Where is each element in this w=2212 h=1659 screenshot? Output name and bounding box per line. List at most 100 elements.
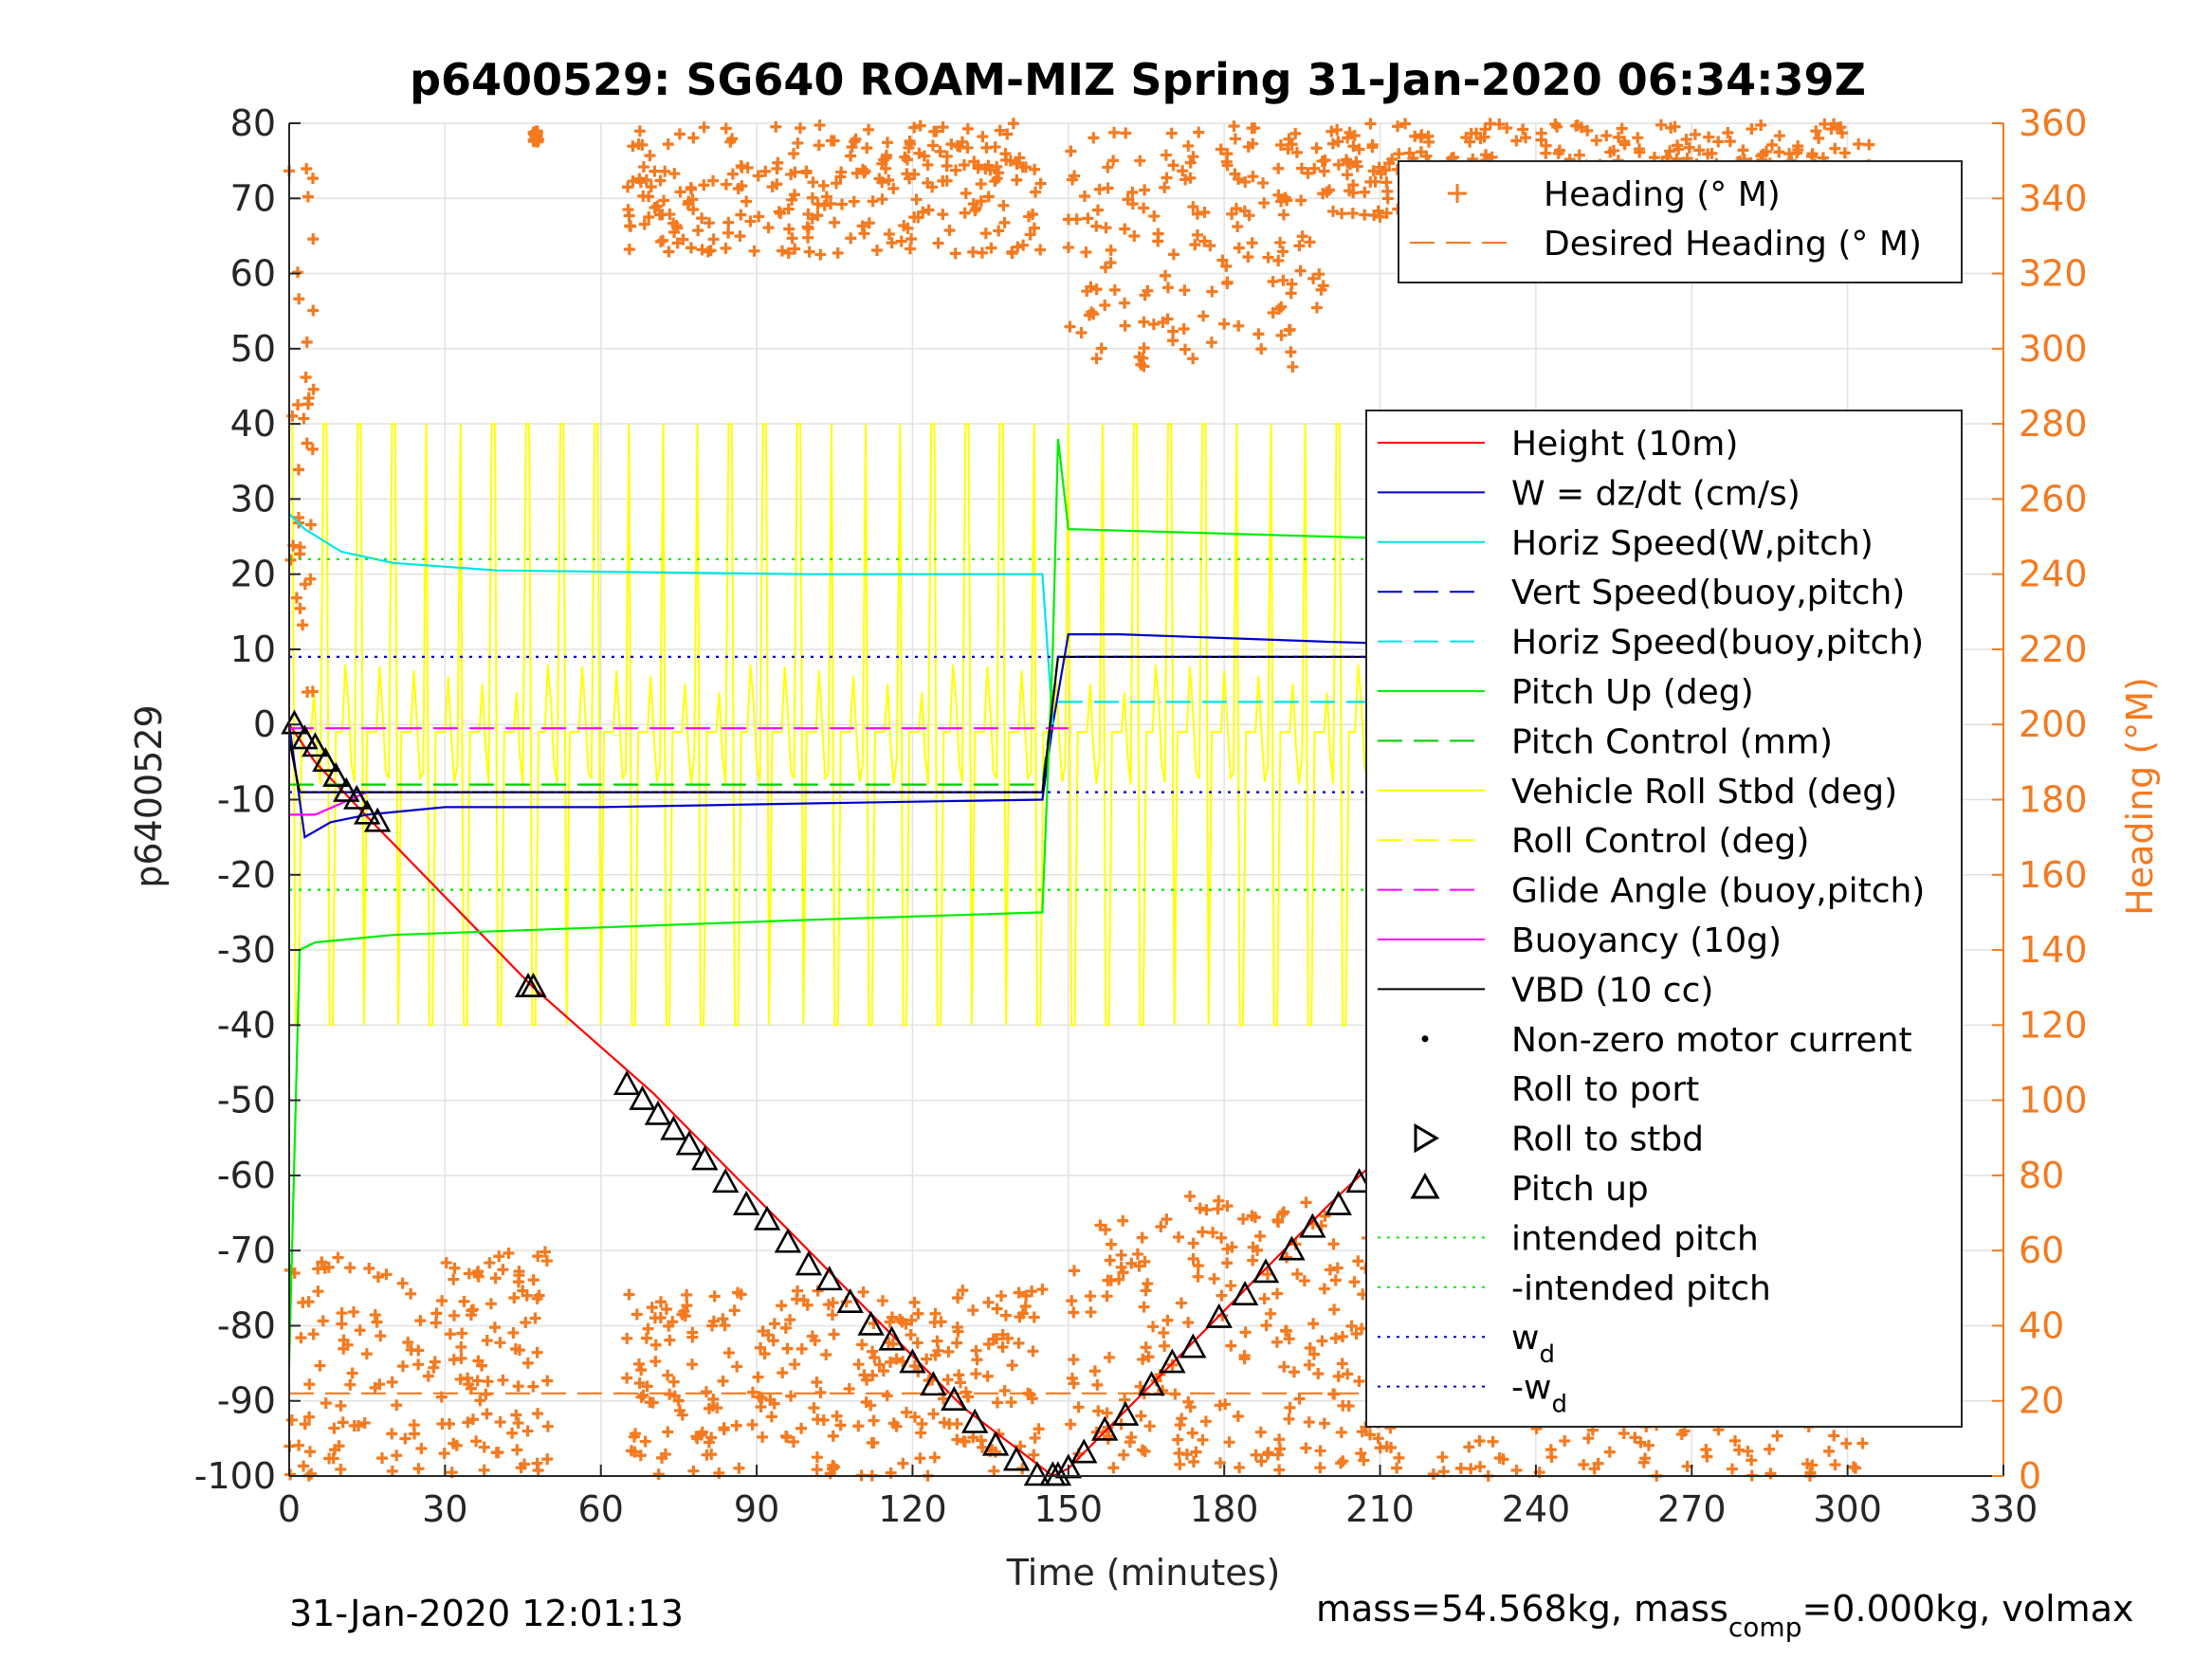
legend-entry-label: Glide Angle (buoy,pitch) xyxy=(1511,872,1925,911)
heading-marker xyxy=(759,1348,771,1360)
heading-marker xyxy=(1341,169,1353,181)
heading-marker xyxy=(988,1465,1000,1477)
y2-tick-label: 140 xyxy=(2019,929,2088,971)
heading-marker xyxy=(867,195,879,208)
heading-marker xyxy=(492,1447,504,1459)
heading-marker xyxy=(1028,1449,1040,1461)
heading-marker xyxy=(1831,121,1843,134)
heading-marker xyxy=(1265,1307,1276,1320)
heading-marker xyxy=(921,1353,933,1365)
heading-marker xyxy=(1279,191,1291,204)
heading-marker xyxy=(1187,151,1199,163)
heading-marker xyxy=(1335,1457,1347,1469)
heading-marker xyxy=(1084,1290,1096,1303)
legend-entry-label: Non-zero motor current xyxy=(1511,1021,1912,1060)
heading-marker xyxy=(1140,1341,1152,1354)
chart-title: p6400529: SG640 ROAM-MIZ Spring 31-Jan-2… xyxy=(410,54,1866,105)
heading-marker xyxy=(1147,319,1160,331)
heading-marker xyxy=(1006,246,1018,258)
heading-marker xyxy=(1267,306,1279,319)
heading-marker xyxy=(903,141,915,154)
heading-marker xyxy=(462,1416,474,1429)
heading-marker xyxy=(884,1356,896,1368)
heading-marker xyxy=(1746,123,1758,136)
y2-tick-label: 160 xyxy=(2019,854,2088,896)
heading-marker xyxy=(369,1308,381,1321)
heading-marker xyxy=(1068,1265,1080,1277)
heading-marker xyxy=(765,1411,777,1423)
heading-marker xyxy=(1819,118,1831,130)
heading-marker xyxy=(641,1380,653,1393)
heading-marker xyxy=(1764,1443,1776,1455)
heading-marker xyxy=(1654,118,1667,131)
heading-marker xyxy=(1243,210,1255,222)
heading-marker xyxy=(1314,1445,1326,1457)
heading-marker xyxy=(1126,198,1139,210)
heading-marker xyxy=(740,195,753,208)
heading-marker xyxy=(652,1468,665,1481)
heading-marker xyxy=(294,602,306,614)
heading-marker xyxy=(292,266,304,279)
legend-entry-label: Vehicle Roll Stbd (deg) xyxy=(1511,773,1897,811)
heading-marker xyxy=(1139,184,1151,196)
heading-marker xyxy=(1353,143,1365,155)
y-tick-label: -90 xyxy=(217,1380,276,1422)
heading-marker xyxy=(512,1417,524,1430)
heading-marker xyxy=(895,235,907,247)
x-tick-label: 240 xyxy=(1502,1488,1571,1530)
heading-marker xyxy=(744,215,757,228)
heading-marker xyxy=(1474,1461,1487,1473)
heading-marker xyxy=(1331,1262,1344,1274)
heading-marker xyxy=(1173,1447,1185,1459)
heading-marker xyxy=(1352,1255,1364,1267)
heading-marker xyxy=(328,1422,340,1434)
pitch-up-marker xyxy=(1252,1258,1280,1284)
x-tick-label: 90 xyxy=(734,1488,779,1530)
heading-marker xyxy=(448,1262,461,1274)
pitch-up-marker xyxy=(1179,1333,1207,1358)
heading-marker xyxy=(789,243,801,255)
heading-marker xyxy=(1161,172,1173,184)
heading-marker xyxy=(996,1328,1009,1340)
heading-marker xyxy=(1126,186,1139,198)
heading-marker xyxy=(1255,1455,1268,1468)
heading-marker xyxy=(1062,213,1074,226)
heading-marker xyxy=(700,1386,712,1398)
heading-marker xyxy=(646,1302,658,1314)
pitch-up-marker xyxy=(1070,1438,1098,1464)
heading-marker xyxy=(1693,144,1706,156)
heading-marker xyxy=(1520,132,1532,144)
y2-tick-label: 220 xyxy=(2019,629,2088,670)
pitch-up-marker xyxy=(1111,1400,1140,1426)
heading-marker xyxy=(1351,160,1363,173)
heading-marker xyxy=(540,1255,553,1267)
heading-marker xyxy=(1158,1326,1170,1339)
heading-marker xyxy=(463,1267,475,1280)
heading-marker xyxy=(659,165,671,177)
heading-marker xyxy=(639,1435,651,1448)
heading-marker xyxy=(1829,1459,1841,1471)
heading-marker xyxy=(795,1342,808,1355)
heading-marker xyxy=(1084,309,1096,321)
heading-marker xyxy=(301,437,313,449)
heading-marker xyxy=(808,1402,820,1414)
heading-marker xyxy=(1290,146,1303,158)
heading-marker xyxy=(456,1327,468,1340)
heading-marker xyxy=(1252,328,1265,340)
heading-marker xyxy=(1011,173,1023,186)
pitch-up-marker xyxy=(1205,1303,1233,1328)
heading-marker xyxy=(1137,1353,1149,1365)
heading-marker xyxy=(307,304,320,317)
heading-marker xyxy=(1510,135,1523,147)
heading-marker xyxy=(1616,122,1628,135)
heading-marker xyxy=(825,198,837,210)
heading-marker xyxy=(1393,148,1405,160)
heading-marker xyxy=(298,1460,310,1472)
heading-marker xyxy=(1247,137,1259,150)
heading-marker xyxy=(905,233,918,246)
heading-marker xyxy=(857,1285,869,1298)
heading-marker xyxy=(1099,299,1111,311)
legend-entry-label: W = dz/dt (cm/s) xyxy=(1511,474,1801,513)
heading-marker xyxy=(1613,131,1625,143)
heading-marker xyxy=(304,519,317,531)
